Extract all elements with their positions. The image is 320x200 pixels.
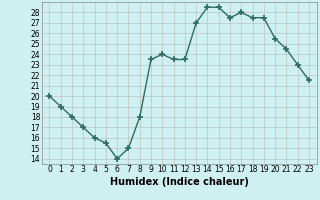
X-axis label: Humidex (Indice chaleur): Humidex (Indice chaleur) xyxy=(110,177,249,187)
